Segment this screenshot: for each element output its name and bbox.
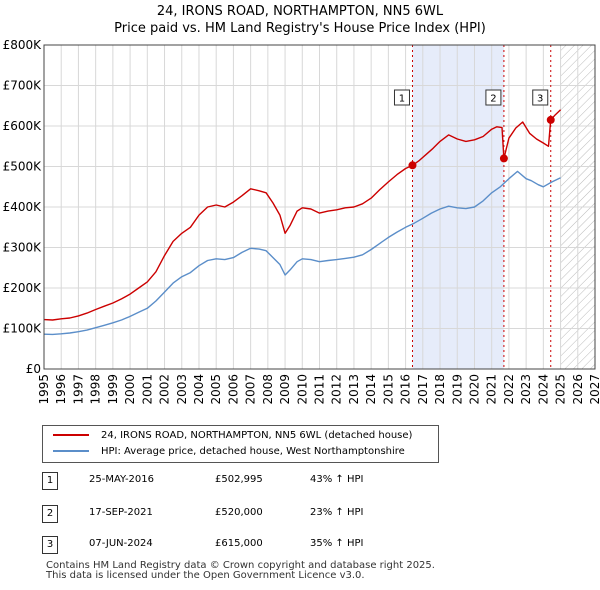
x-tick-label: 2010	[295, 374, 309, 405]
x-tick-label: 2025	[554, 374, 568, 405]
x-tick-label: 2002	[158, 374, 172, 405]
x-tick-label: 2023	[519, 374, 533, 405]
y-tick-label: £0	[26, 362, 41, 376]
sale-price: £502,995	[215, 474, 263, 485]
sale-point	[408, 161, 417, 170]
x-tick-label: 2012	[330, 374, 344, 405]
y-tick-label: £800K	[3, 38, 43, 52]
y-tick-label: £200K	[3, 281, 43, 295]
sale-date: 25-MAY-2016	[89, 474, 155, 485]
sale-number-badge: 2	[42, 505, 58, 523]
legend-item-hpi: HPI: Average price, detached house, West…	[53, 444, 405, 460]
x-tick-label: 2027	[588, 374, 600, 405]
sale-label-box	[393, 89, 410, 106]
footer-licence: This data is licensed under the Open Gov…	[46, 570, 365, 581]
x-tick-label: 2008	[261, 374, 275, 405]
sale-number-badge: 1	[42, 472, 58, 490]
x-tick-label: 2003	[175, 374, 189, 405]
sale-date: 17-SEP-2021	[89, 507, 153, 518]
footer-copyright: Contains HM Land Registry data © Crown c…	[46, 560, 435, 571]
x-tick-label: 2009	[278, 374, 292, 405]
legend: 24, IRONS ROAD, NORTHAMPTON, NN5 6WL (de…	[42, 425, 439, 463]
sale-number-badge: 3	[42, 536, 58, 554]
legend-line-property	[53, 434, 89, 436]
chart-title: 24, IRONS ROAD, NORTHAMPTON, NN5 6WL	[156, 4, 444, 19]
x-tick-label: 2016	[399, 374, 413, 405]
plot-border	[43, 44, 596, 370]
sale-row: 3 07-JUN-2024 £615,000 35% ↑ HPI	[42, 536, 462, 556]
sale-point	[546, 115, 555, 124]
x-tick-label: 2006	[226, 374, 240, 405]
x-tick-label: 2020	[467, 374, 481, 405]
legend-item-property: 24, IRONS ROAD, NORTHAMPTON, NN5 6WL (de…	[53, 428, 412, 444]
x-tick-label: 2013	[347, 374, 361, 405]
x-tick-label: 1995	[37, 374, 51, 405]
y-tick-label: £100K	[3, 322, 43, 336]
x-tick-label: 2005	[209, 374, 223, 405]
sale-row: 2 17-SEP-2021 £520,000 23% ↑ HPI	[42, 505, 462, 525]
price-chart: £0 £100K £200K £300K £400K £500K £600K £700K £80…	[3, 38, 600, 405]
x-tick-label: 2017	[416, 374, 430, 405]
x-tick-label: 1996	[54, 374, 68, 405]
sale-label-box	[532, 89, 549, 106]
y-tick-label: £300K	[3, 241, 43, 255]
x-tick-label: 2014	[364, 374, 378, 405]
x-tick-label: 2001	[140, 374, 154, 405]
property-price-line	[43, 109, 562, 321]
x-tick-label: 2021	[485, 374, 499, 405]
x-tick-label: 2007	[244, 374, 258, 405]
y-tick-label: £400K	[3, 200, 43, 214]
x-tick-label: 2000	[123, 374, 137, 405]
sale-label: 1	[399, 94, 405, 105]
sale-label-box	[485, 89, 502, 106]
x-tick-label: 2004	[192, 374, 206, 405]
x-tick-label: 2022	[502, 374, 516, 405]
x-tick-label: 2011	[313, 374, 327, 405]
x-tick-label: 1999	[106, 374, 120, 405]
sale-date: 07-JUN-2024	[89, 538, 153, 549]
sale-hpi: 43% ↑ HPI	[310, 474, 364, 485]
x-tick-label: 2015	[381, 374, 395, 405]
sale-row: 1 25-MAY-2016 £502,995 43% ↑ HPI	[42, 472, 462, 492]
sale-price: £520,000	[215, 507, 263, 518]
sale-label: 3	[537, 94, 543, 105]
x-tick-label: 2018	[433, 374, 447, 405]
footer: Contains HM Land Registry data © Crown c…	[46, 561, 435, 581]
chart-subtitle: Price paid vs. HM Land Registry's House …	[114, 21, 486, 36]
x-tick-label: 2019	[450, 374, 464, 405]
y-tick-label: £500K	[3, 160, 43, 174]
legend-line-hpi	[53, 450, 89, 452]
x-tick-label: 2026	[571, 374, 585, 405]
sale-hpi: 23% ↑ HPI	[310, 507, 364, 518]
sale-label: 2	[490, 94, 496, 105]
x-tick-label: 1998	[89, 374, 103, 405]
y-tick-label: £700K	[3, 79, 43, 93]
sale-point	[499, 154, 508, 163]
legend-label-property: 24, IRONS ROAD, NORTHAMPTON, NN5 6WL (de…	[101, 430, 413, 441]
x-tick-label: 2024	[536, 374, 550, 405]
sale-price: £615,000	[215, 538, 263, 549]
hpi-line	[43, 170, 561, 336]
sale-hpi: 35% ↑ HPI	[310, 538, 364, 549]
legend-label-hpi: HPI: Average price, detached house, West…	[101, 446, 405, 457]
y-tick-label: £600K	[3, 119, 43, 133]
x-tick-label: 1997	[71, 374, 85, 405]
